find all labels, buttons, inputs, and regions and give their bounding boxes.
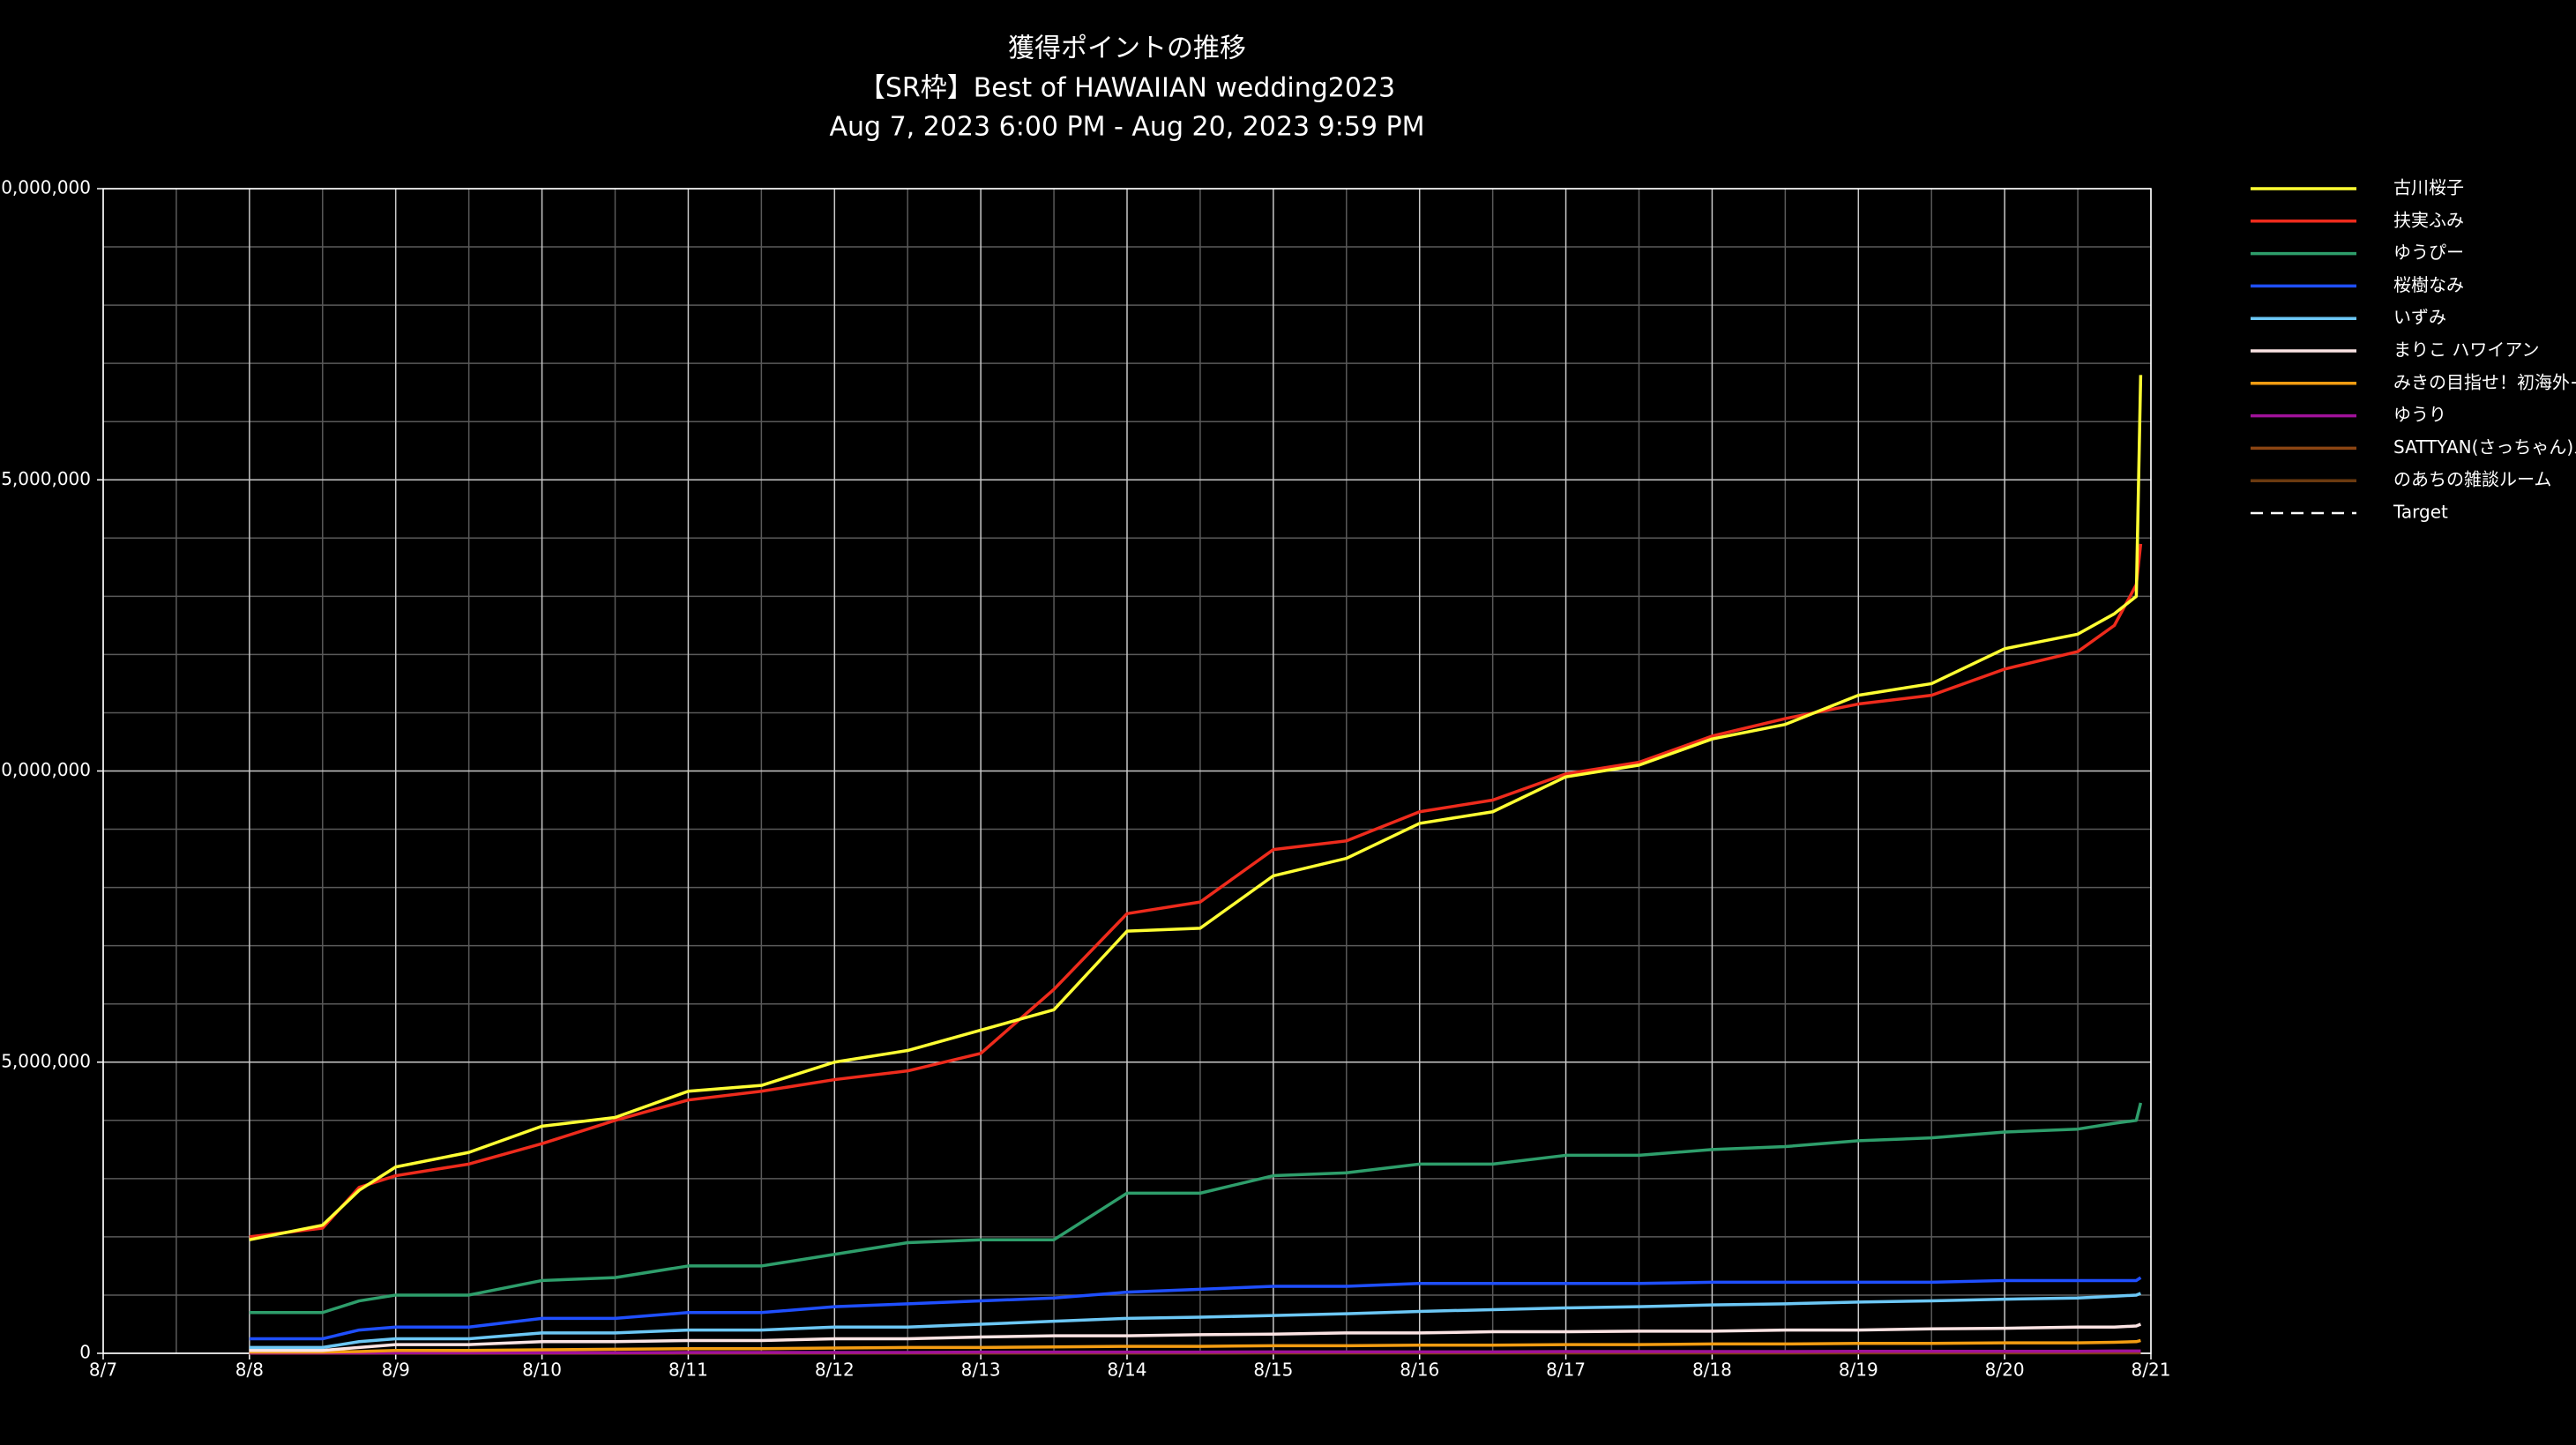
series-line xyxy=(249,1338,2141,1354)
x-tick-label: 8/9 xyxy=(382,1359,410,1381)
x-tick-label: 8/21 xyxy=(2132,1359,2171,1381)
legend-label: SATTYAN(さっちゃん)ル xyxy=(2393,436,2576,458)
series-line xyxy=(249,1322,2142,1352)
series-line xyxy=(249,1292,2142,1350)
x-tick-label: 8/19 xyxy=(1839,1359,1878,1381)
x-tick-label: 8/7 xyxy=(89,1359,117,1381)
legend-label: 扶実ふみ xyxy=(2393,209,2464,230)
y-tick-label: 0 xyxy=(79,1342,91,1363)
series-line xyxy=(249,1102,2143,1315)
legend-label: のあちの雑談ルーム xyxy=(2393,469,2551,490)
x-tick-label: 8/11 xyxy=(668,1359,708,1381)
legend-label: まりこ ハワイアン xyxy=(2393,339,2540,361)
x-tick-label: 8/10 xyxy=(522,1359,562,1381)
chart-subtitle: 【SR枠】Best of HAWAIIAN wedding2023 xyxy=(859,73,1395,104)
legend-label: 古川桜子 xyxy=(2393,177,2464,198)
legend-label: ゆうり xyxy=(2393,404,2446,425)
x-tick-label: 8/12 xyxy=(815,1359,855,1381)
legend-label: ゆうぴー xyxy=(2393,242,2464,263)
x-tick-label: 8/18 xyxy=(1692,1359,1732,1381)
y-tick-label: 5,000,000 xyxy=(1,1050,91,1071)
series-line xyxy=(249,1349,2141,1355)
chart-title: 獲得ポイントの推移 xyxy=(1008,34,1246,64)
x-tick-label: 8/14 xyxy=(1108,1359,1147,1381)
y-tick-label: 15,000,000 xyxy=(0,468,91,489)
legend-label: いずみ xyxy=(2393,307,2446,328)
chart-period: Aug 7, 2023 6:00 PM - Aug 20, 2023 9:59 … xyxy=(829,112,1424,143)
x-tick-label: 8/16 xyxy=(1400,1359,1439,1381)
y-tick-label: 10,000,000 xyxy=(0,759,91,780)
series-line xyxy=(249,375,2143,1241)
x-tick-label: 8/8 xyxy=(235,1359,264,1381)
series-line xyxy=(249,1276,2142,1341)
x-tick-label: 8/15 xyxy=(1253,1359,1293,1381)
x-tick-label: 8/20 xyxy=(1985,1359,2025,1381)
series-line xyxy=(249,543,2143,1239)
y-tick-label: 20,000,000 xyxy=(0,177,91,198)
x-tick-label: 8/13 xyxy=(961,1359,1001,1381)
x-tick-label: 8/17 xyxy=(1546,1359,1586,1381)
legend-label: Target xyxy=(2393,502,2448,523)
legend-label: みきの目指せ！初海外+ xyxy=(2393,371,2576,392)
legend-label: 桜樹なみ xyxy=(2393,274,2464,295)
